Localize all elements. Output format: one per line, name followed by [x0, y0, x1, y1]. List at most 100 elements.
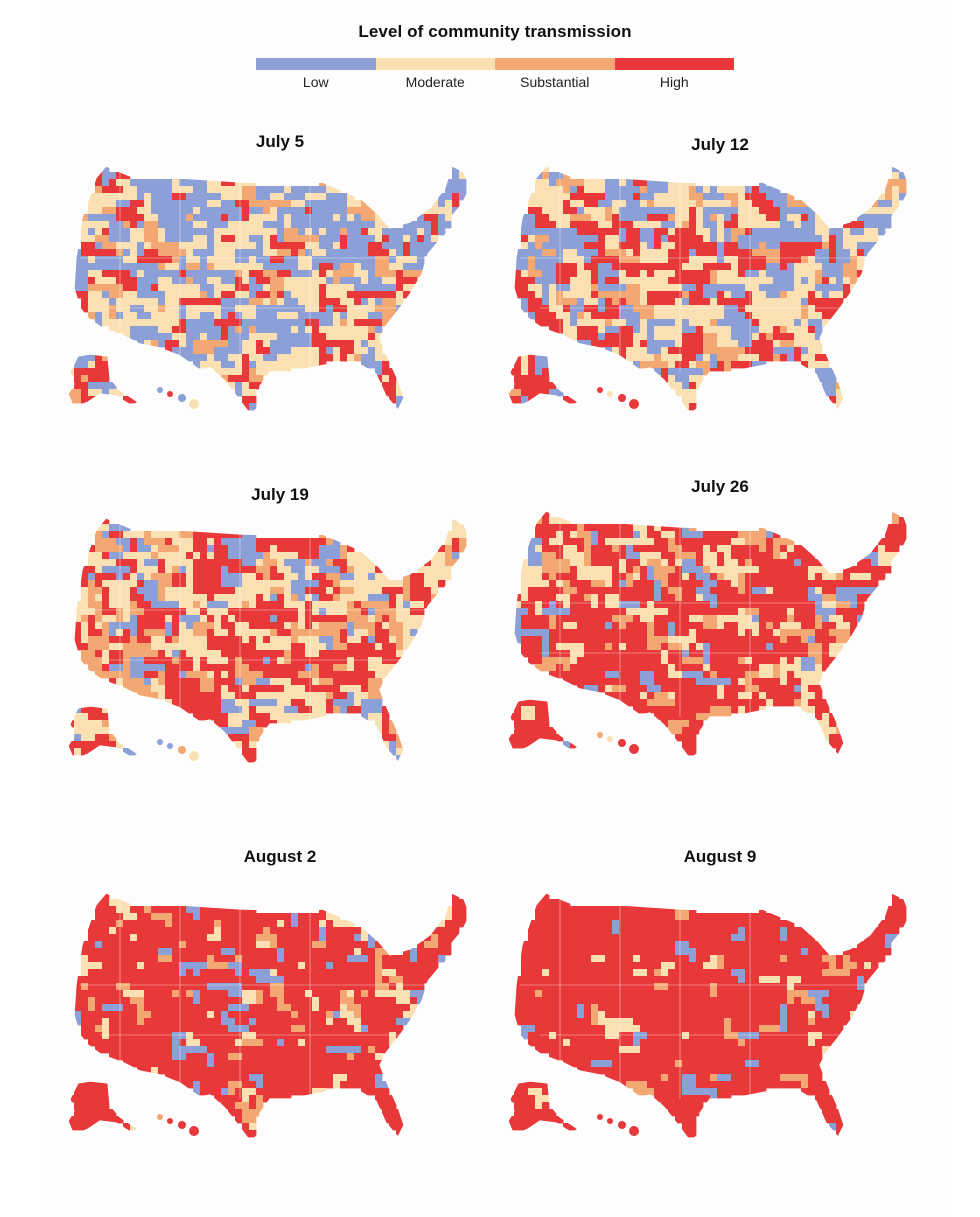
- county-cell: [263, 545, 271, 553]
- county-cell: [668, 538, 676, 546]
- county-cell: [109, 221, 117, 229]
- county-cell: [801, 312, 809, 320]
- county-cell: [382, 713, 390, 721]
- county-cell: [563, 629, 571, 637]
- county-cell: [738, 361, 746, 369]
- county-cell: [207, 671, 215, 679]
- county-cell: [186, 622, 194, 630]
- county-cell: [759, 214, 767, 222]
- county-cell: [577, 200, 585, 208]
- county-cell: [347, 650, 355, 658]
- county-cell: [165, 531, 173, 539]
- county-cell: [612, 580, 620, 588]
- county-cell: [340, 347, 348, 355]
- county-cell: [137, 622, 145, 630]
- county-cell: [256, 636, 264, 644]
- county-cell: [228, 608, 236, 616]
- county-cell: [787, 347, 795, 355]
- county-cell: [228, 657, 236, 665]
- county-cell: [165, 347, 173, 355]
- county-cell: [682, 545, 690, 553]
- county-cell: [710, 340, 718, 348]
- county-cell: [717, 221, 725, 229]
- county-cell: [843, 291, 851, 299]
- county-cell: [640, 263, 648, 271]
- county-cell: [542, 193, 550, 201]
- county-cell: [773, 622, 781, 630]
- county-cell: [787, 594, 795, 602]
- county-cell: [116, 524, 124, 532]
- county-cell: [738, 200, 746, 208]
- county-cell: [598, 256, 606, 264]
- county-cell: [102, 601, 110, 609]
- county-cell: [738, 573, 746, 581]
- county-cell: [242, 538, 250, 546]
- county-cell: [808, 340, 816, 348]
- county-cell: [88, 193, 96, 201]
- county-cell: [584, 207, 592, 215]
- county-cell: [535, 566, 543, 574]
- county-cell: [780, 559, 788, 567]
- county-cell: [577, 566, 585, 574]
- county-cell: [773, 277, 781, 285]
- county-cell: [68, 368, 75, 376]
- county-cell: [710, 214, 718, 222]
- county-cell: [584, 326, 592, 334]
- county-cell: [542, 552, 550, 560]
- county-cell: [249, 207, 257, 215]
- county-cell: [871, 580, 879, 588]
- county-cell: [312, 678, 320, 686]
- county-cell: [263, 354, 271, 362]
- county-cell: [235, 319, 243, 327]
- county-cell: [626, 235, 634, 243]
- county-cell: [396, 256, 404, 264]
- county-cell: [158, 671, 166, 679]
- county-cell: [661, 685, 669, 693]
- county-cell: [130, 580, 138, 588]
- county-cell: [186, 573, 194, 581]
- county-cell: [361, 706, 369, 714]
- county-cell: [109, 186, 117, 194]
- county-cell: [577, 214, 585, 222]
- county-cell: [570, 291, 578, 299]
- county-cell: [801, 594, 809, 602]
- county-cell: [389, 284, 397, 292]
- county-cell: [452, 531, 460, 539]
- county-cell: [263, 671, 271, 679]
- county-cell: [584, 664, 592, 672]
- county-cell: [228, 319, 236, 327]
- county-cell: [675, 657, 683, 665]
- county-cell: [368, 622, 376, 630]
- county-cell: [654, 657, 662, 665]
- county-cell: [137, 298, 145, 306]
- county-cell: [235, 699, 243, 707]
- county-cell: [675, 622, 683, 630]
- county-cell: [81, 242, 89, 250]
- county-cell: [249, 538, 257, 546]
- county-cell: [151, 326, 159, 334]
- county-cell: [242, 664, 250, 672]
- county-cell: [88, 298, 96, 306]
- county-cell: [661, 650, 669, 658]
- county-cell: [102, 277, 110, 285]
- county-cell: [298, 545, 306, 553]
- county-cell: [626, 699, 634, 707]
- county-cell: [375, 713, 383, 721]
- county-cell: [598, 235, 606, 243]
- county-cell: [382, 228, 390, 236]
- county-cell: [654, 256, 662, 264]
- county-cell: [752, 284, 760, 292]
- county-cell: [794, 354, 802, 362]
- county-cell: [249, 692, 257, 700]
- county-cell: [291, 713, 299, 721]
- county-cell: [584, 186, 592, 194]
- county-cell: [221, 671, 229, 679]
- county-cell: [850, 587, 858, 595]
- county-cell: [256, 340, 264, 348]
- county-cell: [319, 671, 327, 679]
- county-cell: [158, 580, 166, 588]
- county-cell: [815, 263, 823, 271]
- county-cell: [682, 340, 690, 348]
- county-cell: [123, 186, 131, 194]
- county-cell: [724, 242, 732, 250]
